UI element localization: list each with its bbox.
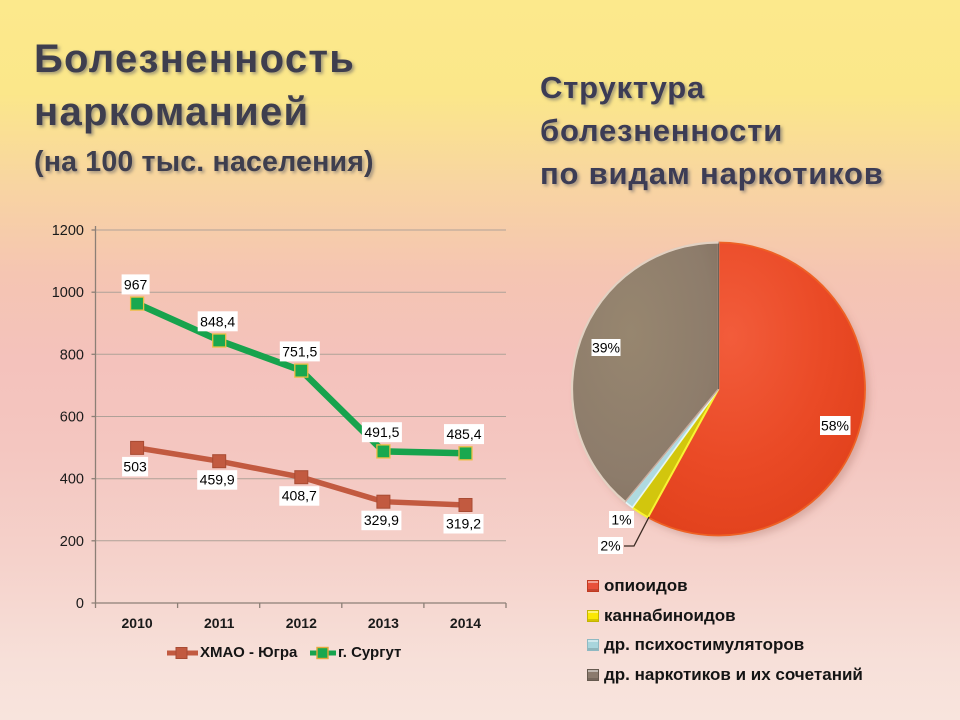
svg-text:0: 0 [76, 596, 84, 612]
svg-text:2013: 2013 [368, 615, 399, 631]
svg-text:503: 503 [123, 458, 147, 474]
svg-text:967: 967 [124, 276, 148, 292]
svg-text:2010: 2010 [122, 615, 153, 631]
svg-text:58%: 58% [821, 418, 849, 434]
svg-text:800: 800 [60, 347, 84, 363]
svg-text:1200: 1200 [52, 223, 84, 239]
svg-text:751,5: 751,5 [282, 343, 317, 359]
svg-text:39%: 39% [592, 340, 620, 356]
svg-text:408,7: 408,7 [282, 488, 317, 504]
svg-text:491,5: 491,5 [364, 424, 399, 440]
svg-text:1000: 1000 [52, 285, 84, 301]
svg-text:319,2: 319,2 [446, 516, 481, 532]
svg-text:485,4: 485,4 [446, 426, 481, 442]
svg-text:200: 200 [60, 534, 84, 550]
svg-text:459,9: 459,9 [200, 472, 235, 488]
svg-text:848,4: 848,4 [200, 313, 235, 329]
svg-text:400: 400 [60, 472, 84, 488]
svg-text:329,9: 329,9 [364, 512, 399, 528]
svg-text:2014: 2014 [450, 615, 481, 631]
svg-text:600: 600 [60, 410, 84, 426]
svg-text:2012: 2012 [286, 615, 317, 631]
svg-text:2%: 2% [600, 538, 620, 554]
svg-text:2011: 2011 [204, 615, 235, 631]
svg-text:1%: 1% [611, 512, 631, 528]
